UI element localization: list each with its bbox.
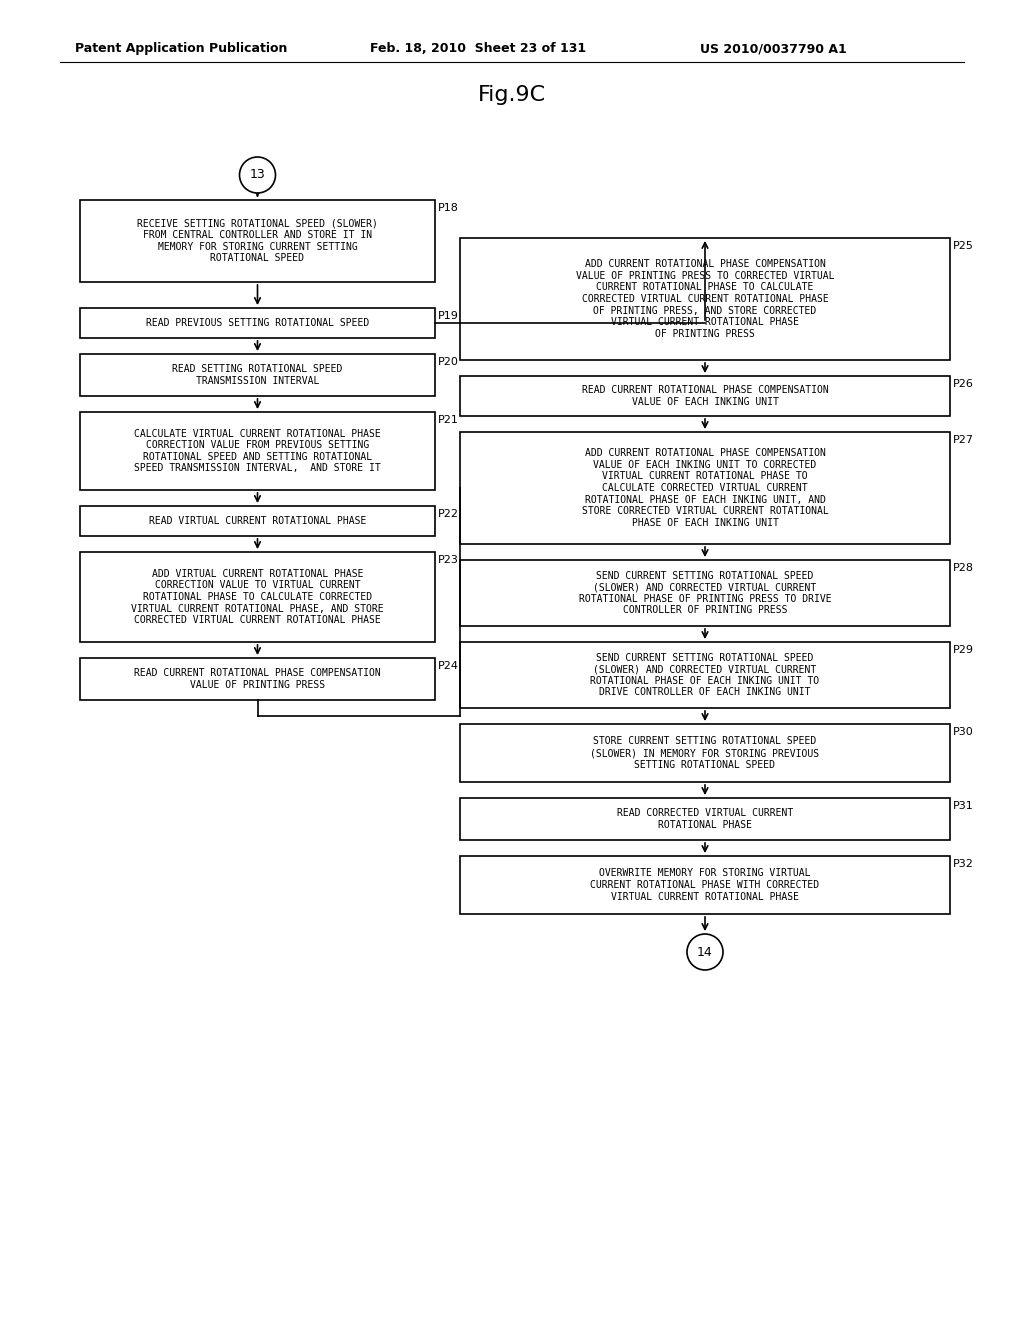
Bar [80, 354, 435, 396]
Bar [80, 308, 435, 338]
Text: READ CURRENT ROTATIONAL PHASE COMPENSATION
VALUE OF EACH INKING UNIT: READ CURRENT ROTATIONAL PHASE COMPENSATI… [582, 385, 828, 407]
Text: P26: P26 [953, 379, 974, 389]
Bar [460, 376, 950, 416]
Bar [460, 642, 950, 708]
Text: P25: P25 [953, 242, 974, 251]
Bar [80, 506, 435, 536]
Text: P28: P28 [953, 564, 974, 573]
Bar [460, 723, 950, 781]
Bar [460, 799, 950, 840]
Text: Patent Application Publication: Patent Application Publication [75, 42, 288, 55]
Text: P18: P18 [438, 203, 459, 213]
Bar [460, 855, 950, 913]
Text: P24: P24 [438, 661, 459, 671]
Text: READ VIRTUAL CURRENT ROTATIONAL PHASE: READ VIRTUAL CURRENT ROTATIONAL PHASE [148, 516, 367, 525]
Text: ADD CURRENT ROTATIONAL PHASE COMPENSATION
VALUE OF EACH INKING UNIT TO CORRECTED: ADD CURRENT ROTATIONAL PHASE COMPENSATIO… [582, 449, 828, 528]
Bar [460, 238, 950, 360]
Text: P23: P23 [438, 554, 459, 565]
Text: P22: P22 [438, 510, 459, 519]
Text: Feb. 18, 2010  Sheet 23 of 131: Feb. 18, 2010 Sheet 23 of 131 [370, 42, 586, 55]
Text: ADD VIRTUAL CURRENT ROTATIONAL PHASE
CORRECTION VALUE TO VIRTUAL CURRENT
ROTATIO: ADD VIRTUAL CURRENT ROTATIONAL PHASE COR… [131, 569, 384, 626]
Text: P21: P21 [438, 414, 459, 425]
Bar [80, 412, 435, 490]
Text: P19: P19 [438, 312, 459, 321]
Bar [80, 657, 435, 700]
Text: US 2010/0037790 A1: US 2010/0037790 A1 [700, 42, 847, 55]
Text: P31: P31 [953, 801, 974, 810]
Text: READ SETTING ROTATIONAL SPEED
TRANSMISSION INTERVAL: READ SETTING ROTATIONAL SPEED TRANSMISSI… [172, 364, 343, 385]
Text: P30: P30 [953, 727, 974, 737]
Text: Fig.9C: Fig.9C [478, 84, 546, 106]
Bar [80, 552, 435, 642]
Circle shape [687, 935, 723, 970]
Text: RECEIVE SETTING ROTATIONAL SPEED (SLOWER)
FROM CENTRAL CONTROLLER AND STORE IT I: RECEIVE SETTING ROTATIONAL SPEED (SLOWER… [137, 219, 378, 264]
Bar [80, 201, 435, 282]
Text: STORE CURRENT SETTING ROTATIONAL SPEED
(SLOWER) IN MEMORY FOR STORING PREVIOUS
S: STORE CURRENT SETTING ROTATIONAL SPEED (… [591, 737, 819, 770]
Circle shape [240, 157, 275, 193]
Text: P32: P32 [953, 859, 974, 869]
Bar [460, 432, 950, 544]
Text: READ PREVIOUS SETTING ROTATIONAL SPEED: READ PREVIOUS SETTING ROTATIONAL SPEED [145, 318, 369, 327]
Text: SEND CURRENT SETTING ROTATIONAL SPEED
(SLOWER) AND CORRECTED VIRTUAL CURRENT
ROT: SEND CURRENT SETTING ROTATIONAL SPEED (S… [591, 652, 819, 697]
Text: P29: P29 [953, 645, 974, 655]
Text: 13: 13 [250, 169, 265, 181]
Text: P20: P20 [438, 356, 459, 367]
Text: OVERWRITE MEMORY FOR STORING VIRTUAL
CURRENT ROTATIONAL PHASE WITH CORRECTED
VIR: OVERWRITE MEMORY FOR STORING VIRTUAL CUR… [591, 869, 819, 902]
Text: CALCULATE VIRTUAL CURRENT ROTATIONAL PHASE
CORRECTION VALUE FROM PREVIOUS SETTIN: CALCULATE VIRTUAL CURRENT ROTATIONAL PHA… [134, 429, 381, 474]
Text: READ CURRENT ROTATIONAL PHASE COMPENSATION
VALUE OF PRINTING PRESS: READ CURRENT ROTATIONAL PHASE COMPENSATI… [134, 668, 381, 690]
Bar [460, 560, 950, 626]
Text: P27: P27 [953, 436, 974, 445]
Text: ADD CURRENT ROTATIONAL PHASE COMPENSATION
VALUE OF PRINTING PRESS TO CORRECTED V: ADD CURRENT ROTATIONAL PHASE COMPENSATIO… [575, 259, 835, 339]
Text: READ CORRECTED VIRTUAL CURRENT
ROTATIONAL PHASE: READ CORRECTED VIRTUAL CURRENT ROTATIONA… [616, 808, 794, 830]
Text: SEND CURRENT SETTING ROTATIONAL SPEED
(SLOWER) AND CORRECTED VIRTUAL CURRENT
ROT: SEND CURRENT SETTING ROTATIONAL SPEED (S… [579, 570, 831, 615]
Text: 14: 14 [697, 945, 713, 958]
